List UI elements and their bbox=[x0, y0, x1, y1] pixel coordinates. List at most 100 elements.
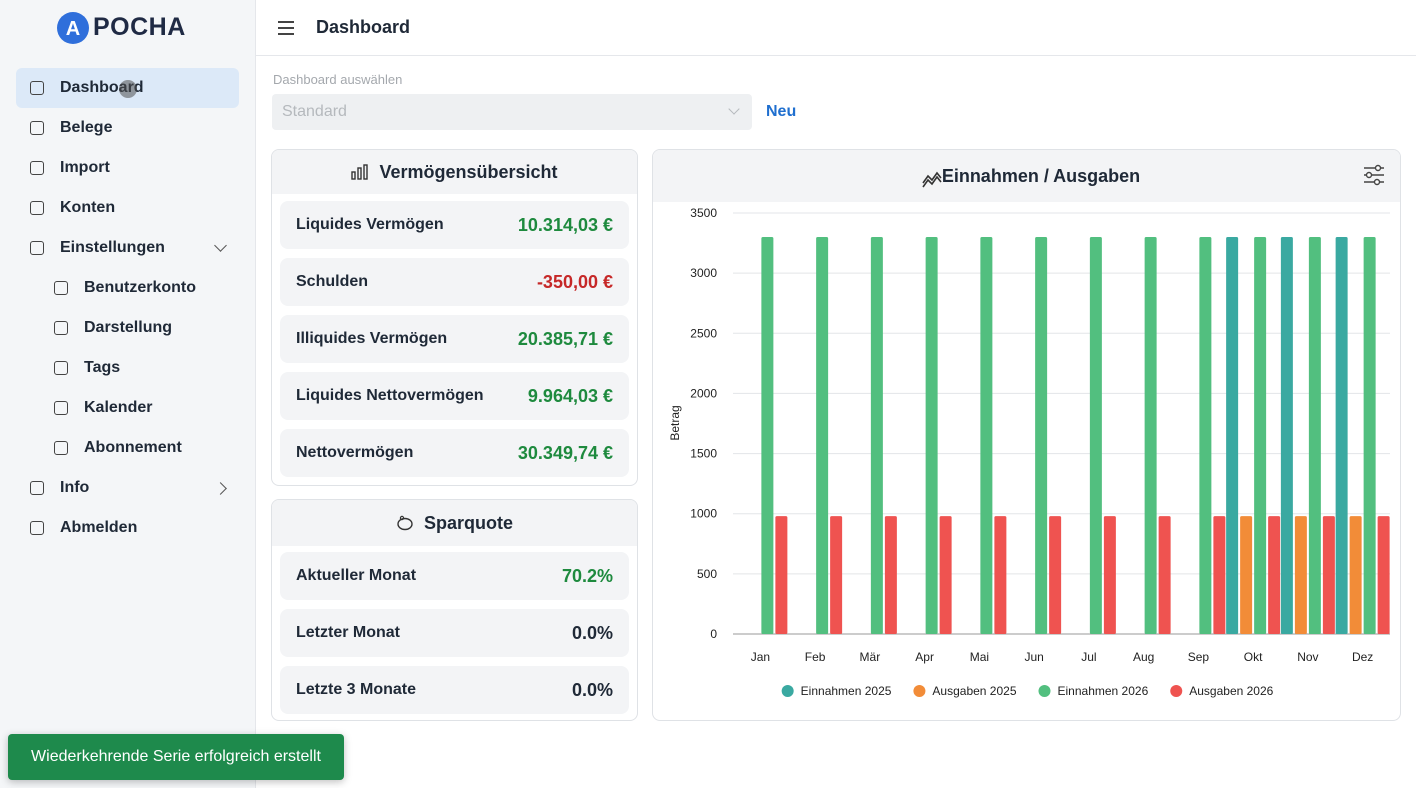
nav-item[interactable]: Einstellungen bbox=[16, 228, 239, 268]
nav-item[interactable]: Abmelden bbox=[16, 508, 239, 548]
nav-icon bbox=[54, 361, 68, 375]
filter-button[interactable] bbox=[1364, 166, 1384, 185]
stat-value: -350,00 € bbox=[537, 272, 613, 293]
bar bbox=[994, 516, 1006, 634]
stat-label: Letzter Monat bbox=[296, 624, 400, 642]
bar bbox=[1104, 516, 1116, 634]
bar bbox=[1199, 237, 1211, 634]
nav-label: Abmelden bbox=[60, 519, 137, 537]
card-title: Vermögensübersicht bbox=[379, 162, 557, 183]
new-button[interactable]: Neu bbox=[766, 103, 796, 121]
nav-item[interactable]: Info bbox=[16, 468, 239, 508]
nav-label: Benutzerkonto bbox=[84, 279, 196, 297]
y-tick-label: 2000 bbox=[690, 386, 717, 400]
legend-swatch bbox=[1039, 685, 1051, 697]
stat-row: Letzte 3 Monate0.0% bbox=[280, 666, 629, 714]
nav-icon bbox=[54, 281, 68, 295]
x-tick-label: Aug bbox=[1133, 650, 1154, 664]
stat-row: Illiquides Vermögen20.385,71 € bbox=[280, 315, 629, 363]
card-header: Sparquote bbox=[272, 500, 637, 546]
stat-row: Aktueller Monat 70.2% bbox=[280, 552, 629, 600]
nav-icon bbox=[30, 161, 44, 175]
chart-card: Einnahmen / Ausgaben Betrag 050010001500… bbox=[652, 149, 1401, 721]
stat-value: 0.0% bbox=[572, 623, 613, 644]
nav-item[interactable]: Konten bbox=[16, 188, 239, 228]
chart: Einnahmen / Ausgaben Betrag 050010001500… bbox=[653, 150, 1401, 721]
bar bbox=[1254, 237, 1266, 634]
cursor bbox=[119, 80, 137, 98]
legend-swatch bbox=[913, 685, 925, 697]
x-tick-label: Okt bbox=[1244, 650, 1263, 664]
x-tick-label: Sep bbox=[1188, 650, 1210, 664]
bar bbox=[926, 237, 938, 634]
nav-label: Kalender bbox=[84, 399, 152, 417]
bar bbox=[1145, 237, 1157, 634]
nav-item[interactable]: Tags bbox=[16, 348, 239, 388]
select-value: Standard bbox=[282, 103, 347, 121]
logo-letter: A bbox=[66, 18, 80, 40]
bar bbox=[885, 516, 897, 634]
dashboard-select[interactable]: Standard bbox=[272, 94, 752, 130]
bar bbox=[775, 516, 787, 634]
stat-value: 20.385,71 € bbox=[518, 329, 613, 350]
y-axis-label: Betrag bbox=[668, 405, 682, 440]
stat-label: Schulden bbox=[296, 273, 368, 291]
legend-label: Ausgaben 2026 bbox=[1189, 684, 1273, 698]
bar bbox=[1090, 237, 1102, 634]
x-tick-label: Jun bbox=[1024, 650, 1043, 664]
bar bbox=[980, 237, 992, 634]
nav-label: Abonnement bbox=[84, 439, 182, 457]
nav-item[interactable]: Belege bbox=[16, 108, 239, 148]
chevron bbox=[214, 239, 227, 252]
bar bbox=[1226, 237, 1238, 634]
nav-label: Belege bbox=[60, 119, 112, 137]
selector-label: Dashboard auswählen bbox=[273, 72, 402, 87]
nav-label: Einstellungen bbox=[60, 239, 165, 257]
header: Dashboard bbox=[256, 0, 1416, 56]
legend: Einnahmen 2025Ausgaben 2025Einnahmen 202… bbox=[782, 684, 1274, 698]
bar bbox=[830, 516, 842, 634]
nav-label: Info bbox=[60, 479, 89, 497]
nav-item[interactable]: Benutzerkonto bbox=[16, 268, 239, 308]
bar bbox=[1049, 516, 1061, 634]
bar bbox=[940, 516, 952, 634]
stat-label: Liquides Vermögen bbox=[296, 216, 444, 234]
bar bbox=[816, 237, 828, 634]
brand: POCHA bbox=[93, 13, 186, 42]
stat-value: 0.0% bbox=[572, 680, 613, 701]
nav-item[interactable]: Darstellung bbox=[16, 308, 239, 348]
bar bbox=[1240, 516, 1252, 634]
nav-item[interactable]: Kalender bbox=[16, 388, 239, 428]
chevron bbox=[214, 482, 227, 495]
card-header: Vermögensübersicht bbox=[272, 150, 637, 194]
logo-mark: A bbox=[55, 10, 95, 46]
y-tick-label: 1000 bbox=[690, 507, 717, 521]
bar bbox=[1159, 516, 1171, 634]
y-tick-label: 1500 bbox=[690, 447, 717, 461]
nav-item[interactable]: Abonnement bbox=[16, 428, 239, 468]
piggy-icon bbox=[396, 515, 414, 531]
nav-icon bbox=[30, 241, 44, 255]
nav-icon bbox=[30, 481, 44, 495]
bar bbox=[761, 237, 773, 634]
stat-row: Schulden -350,00 € bbox=[280, 258, 629, 306]
stat-value: 30.349,74 € bbox=[518, 443, 613, 464]
legend-label: Einnahmen 2025 bbox=[801, 684, 892, 698]
y-tick-label: 500 bbox=[697, 567, 717, 581]
x-tick-label: Jul bbox=[1081, 650, 1096, 664]
bar bbox=[1035, 237, 1047, 634]
y-tick-label: 3500 bbox=[690, 206, 717, 220]
x-tick-label: Jan bbox=[751, 650, 770, 664]
nav-item[interactable]: Import bbox=[16, 148, 239, 188]
bar bbox=[1295, 516, 1307, 634]
stat-row: Letzter Monat 0.0% bbox=[280, 609, 629, 657]
stat-value: 9.964,03 € bbox=[528, 386, 613, 407]
stat-value: 70.2% bbox=[562, 566, 613, 587]
stat-row: Liquides Nettovermögen9.964,03 € bbox=[280, 372, 629, 420]
bar bbox=[1350, 516, 1362, 634]
stat-label: Aktueller Monat bbox=[296, 567, 416, 585]
stat-row: Liquides Vermögen10.314,03 € bbox=[280, 201, 629, 249]
menu-button[interactable] bbox=[278, 21, 294, 35]
legend-swatch bbox=[1170, 685, 1182, 697]
